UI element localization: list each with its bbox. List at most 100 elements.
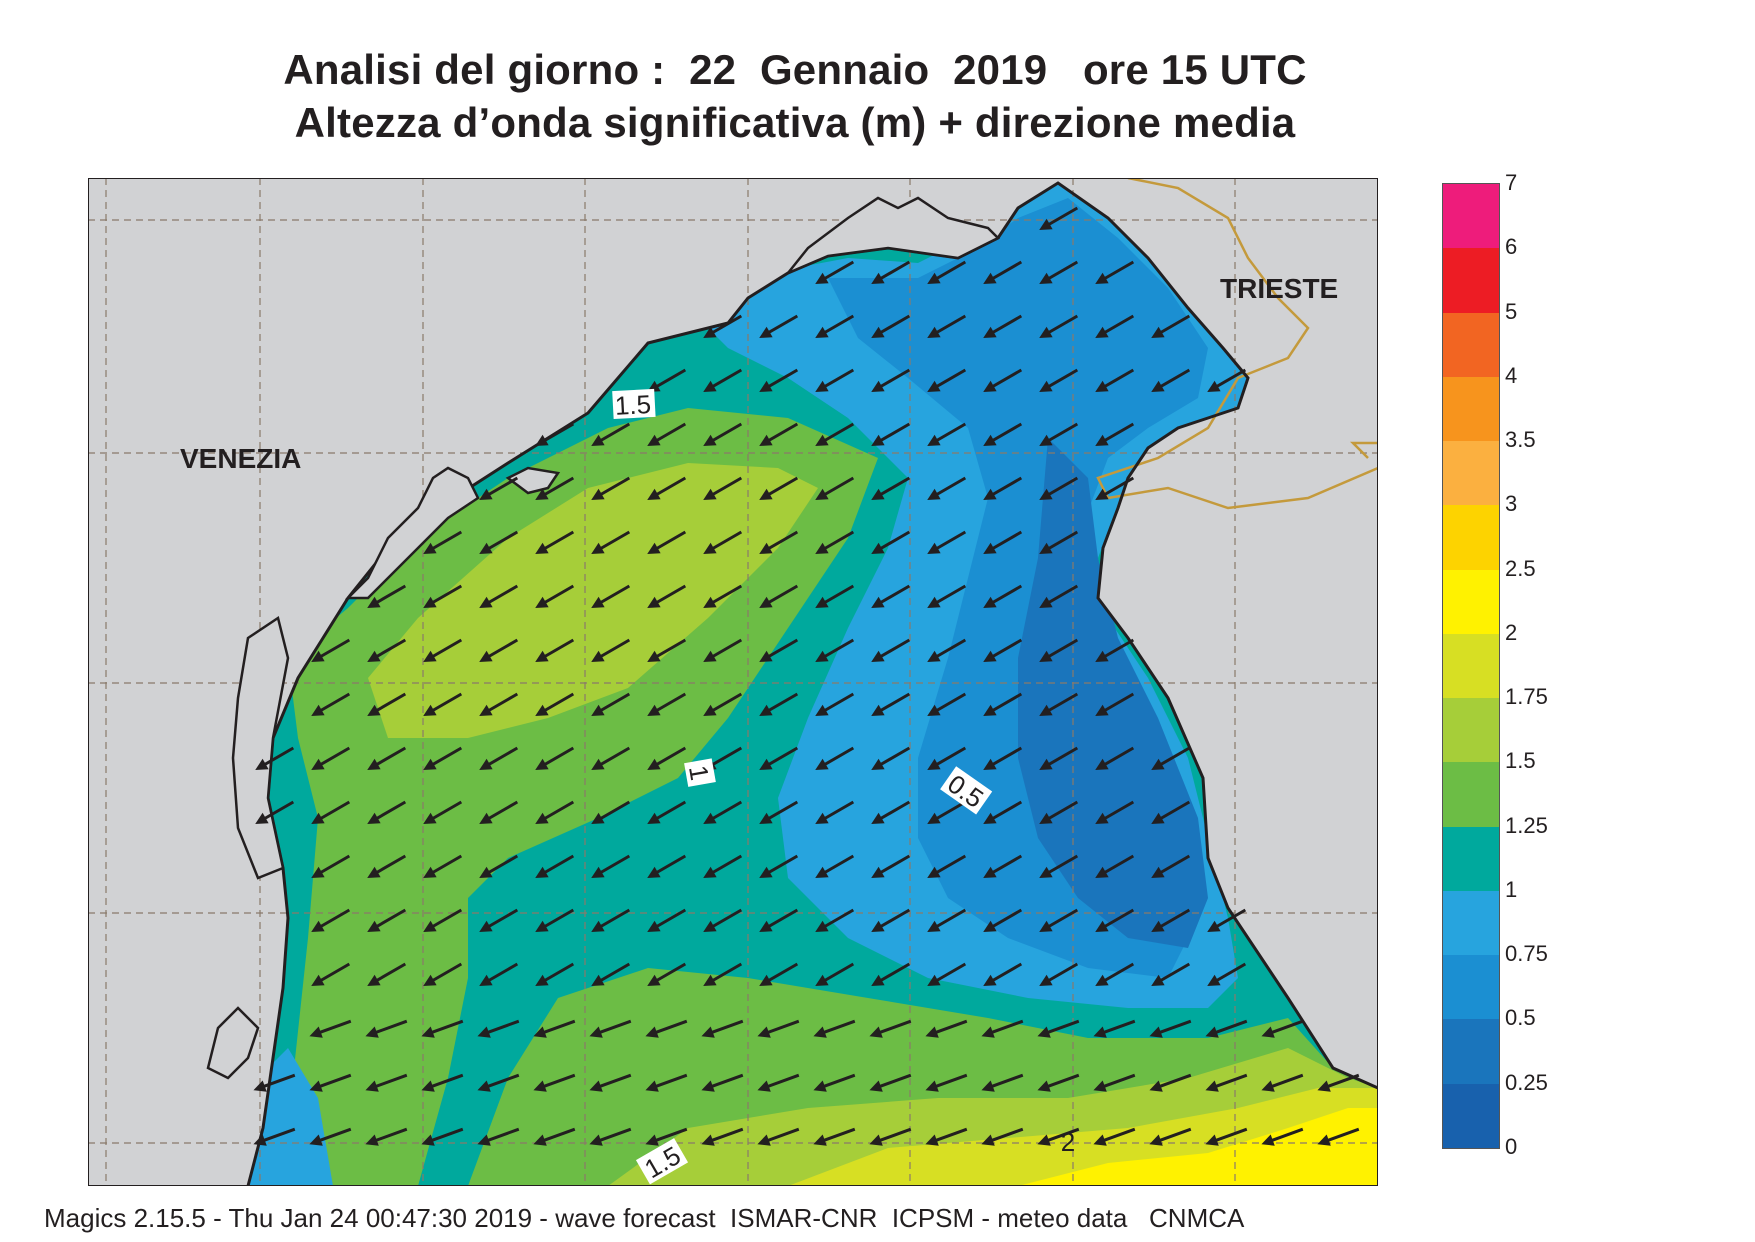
- direction-arrow-head: [421, 1026, 435, 1038]
- direction-arrow-head: [1317, 1080, 1331, 1092]
- contour-label-1: 1: [683, 758, 716, 787]
- direction-arrow-head: [701, 1080, 715, 1092]
- direction-arrow-head: [871, 596, 885, 608]
- direction-arrow-head: [1039, 758, 1053, 770]
- direction-arrow-head: [927, 650, 941, 662]
- direction-arrow-head: [759, 326, 773, 338]
- map-subtitle: Altezza d’onda significativa (m) + direz…: [294, 99, 1296, 146]
- direction-arrow-head: [927, 866, 941, 878]
- direction-arrow-head: [647, 704, 661, 716]
- direction-arrow-head: [701, 1026, 715, 1038]
- direction-arrow-head: [981, 1026, 995, 1038]
- legend-label: 3: [1505, 491, 1518, 517]
- direction-arrow-head: [647, 650, 661, 662]
- direction-arrow-head: [367, 812, 381, 824]
- direction-arrow-head: [981, 1134, 995, 1146]
- direction-arrow-head: [1205, 1026, 1219, 1038]
- direction-arrow-head: [871, 650, 885, 662]
- direction-arrow-head: [535, 866, 549, 878]
- legend-label: 0.75: [1505, 941, 1548, 967]
- graticule: [88, 178, 1378, 1186]
- direction-arrow-head: [591, 704, 605, 716]
- direction-arrow-head: [1037, 1134, 1051, 1146]
- legend-swatch: [1443, 184, 1499, 249]
- direction-arrow-head: [367, 758, 381, 770]
- direction-arrow-head: [815, 812, 829, 824]
- legend-label: 1.5: [1505, 748, 1536, 774]
- direction-arrow-head: [535, 920, 549, 932]
- direction-arrow-head: [367, 974, 381, 986]
- direction-arrow-head: [981, 1080, 995, 1092]
- direction-arrow-head: [927, 272, 941, 284]
- direction-arrow-head: [927, 974, 941, 986]
- direction-arrow-head: [815, 434, 829, 446]
- direction-arrow-head: [1149, 1026, 1163, 1038]
- direction-arrow-head: [1095, 812, 1109, 824]
- direction-arrow-head: [759, 704, 773, 716]
- direction-arrow-head: [703, 326, 717, 338]
- direction-arrow-head: [589, 1026, 603, 1038]
- direction-arrow-head: [759, 866, 773, 878]
- direction-arrow-head: [871, 758, 885, 770]
- direction-arrow-head: [1151, 974, 1165, 986]
- direction-arrow-head: [311, 758, 325, 770]
- direction-arrow-head: [421, 1080, 435, 1092]
- direction-arrow-head: [815, 380, 829, 392]
- direction-arrow-head: [871, 488, 885, 500]
- direction-arrow-head: [813, 1080, 827, 1092]
- direction-arrow-head: [1151, 866, 1165, 878]
- direction-arrow-head: [647, 758, 661, 770]
- direction-arrow-head: [869, 1134, 883, 1146]
- direction-arrow-head: [759, 650, 773, 662]
- direction-arrow-head: [1207, 380, 1221, 392]
- direction-arrow-head: [367, 596, 381, 608]
- legend-swatch: [1443, 826, 1499, 892]
- direction-arrow-head: [983, 542, 997, 554]
- direction-arrow-head: [591, 542, 605, 554]
- direction-arrow-head: [591, 434, 605, 446]
- direction-arrow-head: [1205, 1080, 1219, 1092]
- direction-arrow-head: [423, 596, 437, 608]
- direction-arrow-head: [815, 866, 829, 878]
- direction-arrow-head: [757, 1080, 771, 1092]
- direction-arrow-head: [869, 1080, 883, 1092]
- direction-arrow-head: [1095, 704, 1109, 716]
- direction-arrow-head: [1039, 866, 1053, 878]
- direction-arrow-head: [1095, 758, 1109, 770]
- direction-arrow-head: [871, 326, 885, 338]
- direction-arrow-head: [1207, 974, 1221, 986]
- direction-arrow-head: [1261, 1080, 1275, 1092]
- direction-arrow-head: [423, 542, 437, 554]
- direction-arrow-head: [925, 1026, 939, 1038]
- legend-swatch: [1443, 762, 1499, 828]
- direction-arrow-head: [759, 596, 773, 608]
- direction-arrow-head: [1039, 920, 1053, 932]
- direction-arrow-head: [1039, 488, 1053, 500]
- legend-label: 1: [1505, 876, 1518, 902]
- direction-arrow-head: [423, 650, 437, 662]
- direction-arrow-head: [983, 488, 997, 500]
- direction-arrow-head: [1205, 1134, 1219, 1146]
- direction-arrow-head: [703, 812, 717, 824]
- direction-arrow-head: [591, 920, 605, 932]
- direction-arrow-head: [927, 488, 941, 500]
- place-label-trieste: TRIESTE: [1220, 273, 1338, 304]
- direction-arrow-head: [367, 650, 381, 662]
- direction-arrow-head: [759, 488, 773, 500]
- direction-arrow-head: [589, 1080, 603, 1092]
- direction-arrow-head: [535, 974, 549, 986]
- direction-arrow-head: [535, 812, 549, 824]
- legend-swatch: [1443, 633, 1499, 699]
- direction-arrow-head: [533, 1134, 547, 1146]
- legend-label: 2.5: [1505, 555, 1536, 581]
- direction-arrow-head: [591, 866, 605, 878]
- direction-arrow-head: [983, 974, 997, 986]
- direction-arrow-head: [871, 812, 885, 824]
- direction-arrow-head: [1093, 1080, 1107, 1092]
- direction-arrow-head: [927, 434, 941, 446]
- legend-label: 5: [1505, 298, 1518, 324]
- direction-arrow-head: [871, 542, 885, 554]
- direction-arrow-head: [983, 272, 997, 284]
- direction-arrow-head: [647, 542, 661, 554]
- direction-arrow-head: [647, 812, 661, 824]
